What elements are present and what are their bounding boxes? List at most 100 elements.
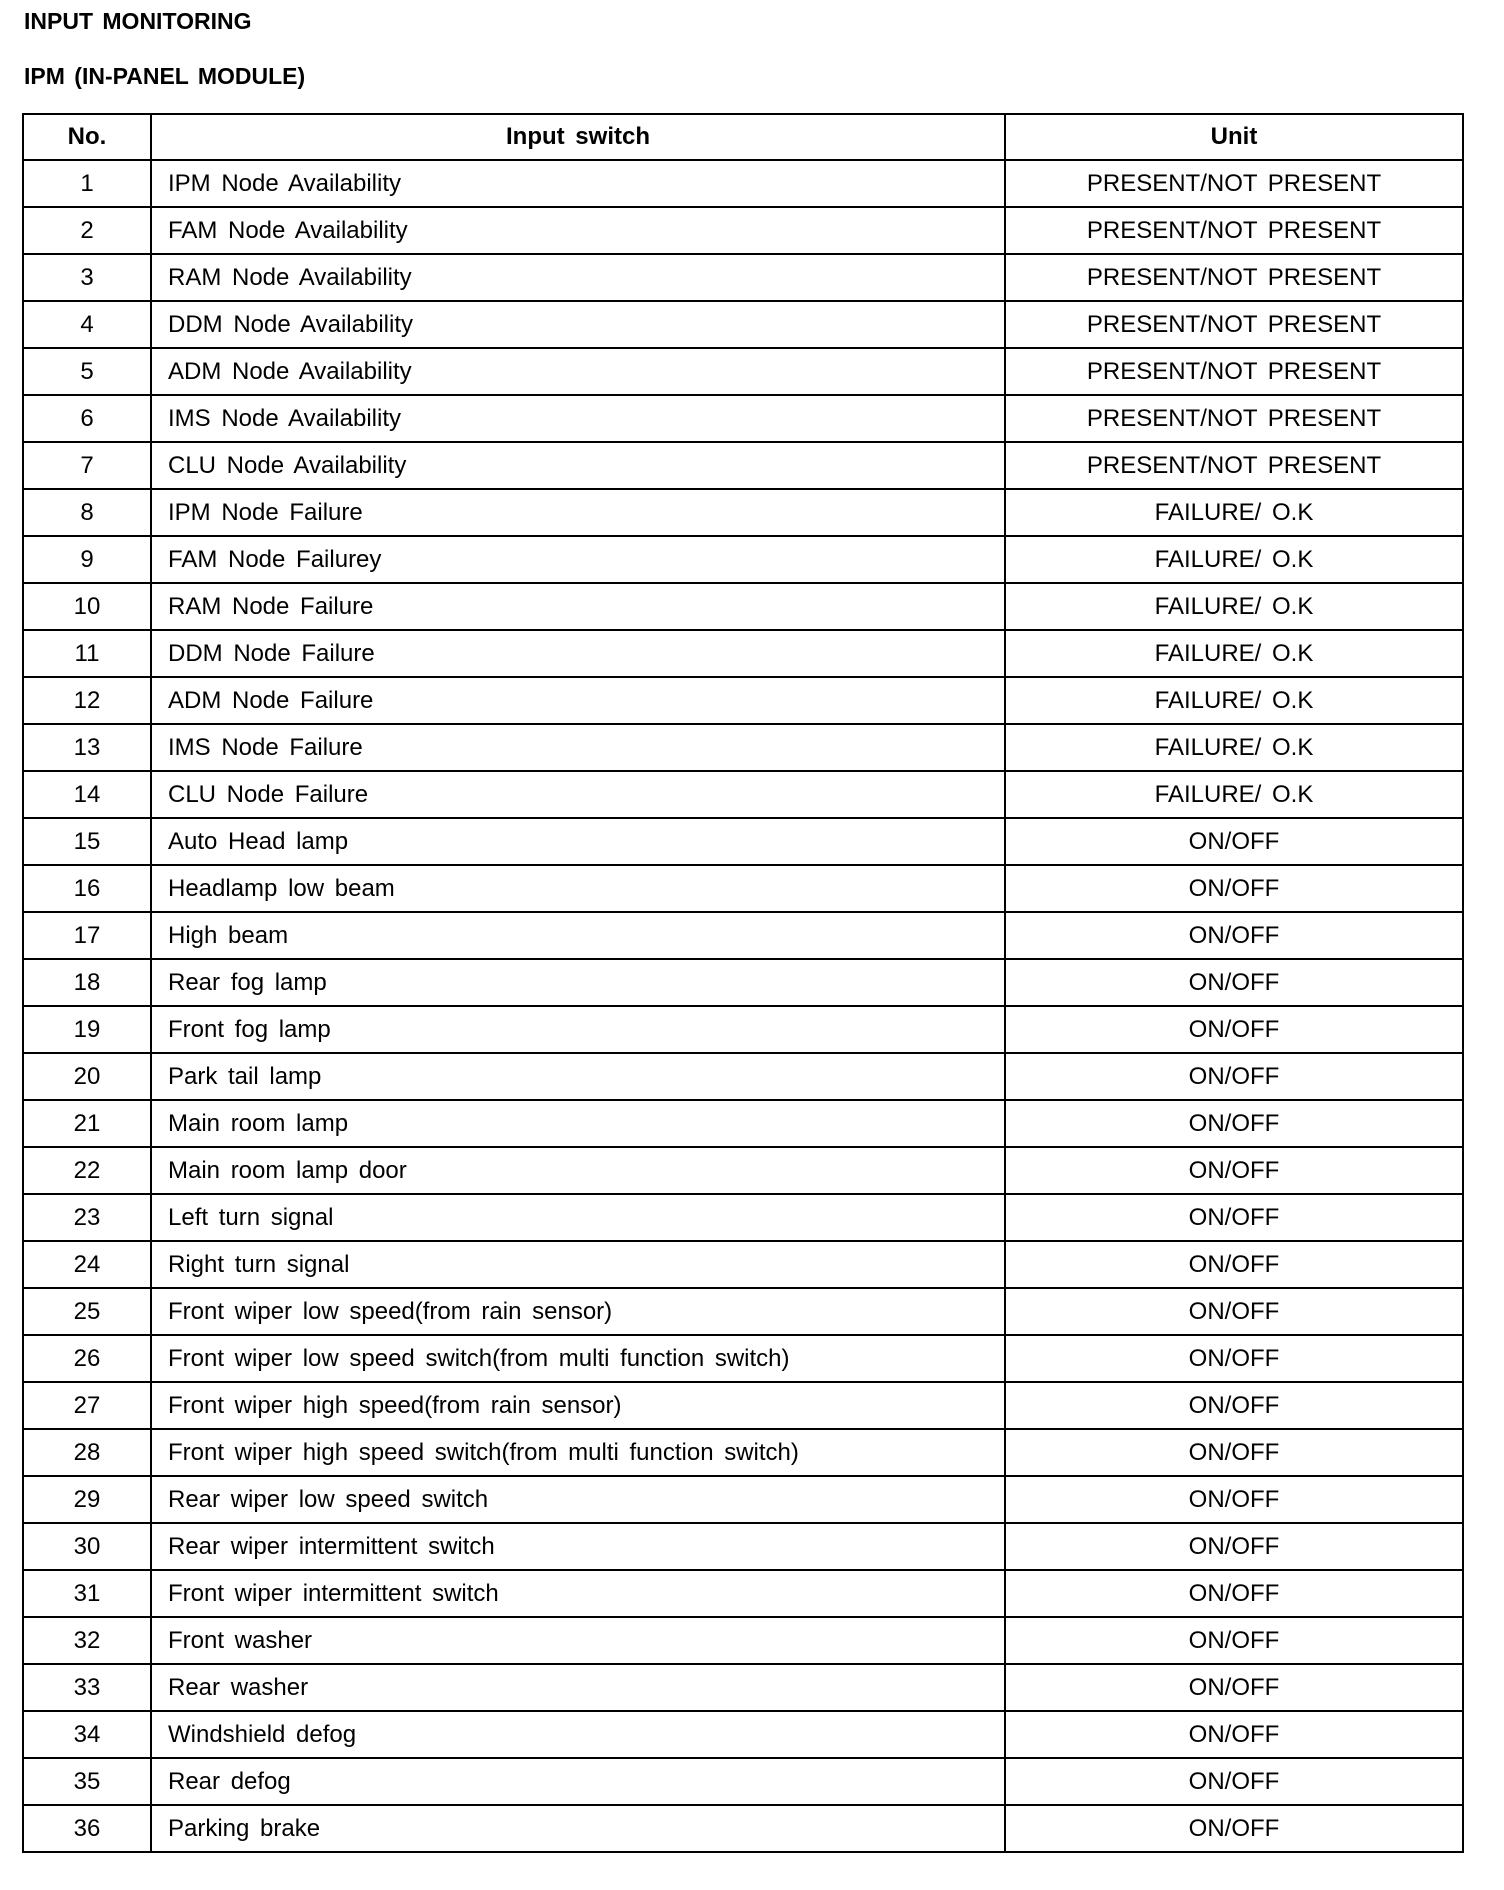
- table-row: 12 ADM Node Failure FAILURE/ O.K: [22, 676, 1464, 725]
- cell-input-switch: Rear defog: [150, 1757, 1006, 1806]
- cell-no: 18: [22, 958, 152, 1007]
- cell-unit: ON/OFF: [1004, 817, 1464, 866]
- cell-input-switch: Rear wiper intermittent switch: [150, 1522, 1006, 1571]
- cell-no: 21: [22, 1099, 152, 1148]
- cell-unit: ON/OFF: [1004, 864, 1464, 913]
- table-row: 24 Right turn signal ON/OFF: [22, 1240, 1464, 1289]
- table-row: 23 Left turn signal ON/OFF: [22, 1193, 1464, 1242]
- cell-unit: ON/OFF: [1004, 1287, 1464, 1336]
- cell-no: 22: [22, 1146, 152, 1195]
- table-row: 3 RAM Node Availability PRESENT/NOT PRESEN…: [22, 253, 1464, 302]
- cell-input-switch: CLU Node Availability: [150, 441, 1006, 490]
- cell-no: 16: [22, 864, 152, 913]
- table-row: 21 Main room lamp ON/OFF: [22, 1099, 1464, 1148]
- table-row: 35 Rear defog ON/OFF: [22, 1757, 1464, 1806]
- table-row: 28 Front wiper high speed switch(from mul…: [22, 1428, 1464, 1477]
- cell-input-switch: DDM Node Availability: [150, 300, 1006, 349]
- cell-no: 1: [22, 159, 152, 208]
- cell-input-switch: Left turn signal: [150, 1193, 1006, 1242]
- cell-unit: ON/OFF: [1004, 1616, 1464, 1665]
- cell-input-switch: RAM Node Availability: [150, 253, 1006, 302]
- cell-input-switch: ADM Node Failure: [150, 676, 1006, 725]
- table-row: 25 Front wiper low speed(from rain sensor…: [22, 1287, 1464, 1336]
- header-input-switch: Input switch: [150, 113, 1006, 161]
- table-row: 32 Front washer ON/OFF: [22, 1616, 1464, 1665]
- table-row: 20 Park tail lamp ON/OFF: [22, 1052, 1464, 1101]
- table-row: 1 IPM Node Availability PRESENT/NOT PRESEN…: [22, 159, 1464, 208]
- cell-input-switch: RAM Node Failure: [150, 582, 1006, 631]
- cell-no: 23: [22, 1193, 152, 1242]
- cell-no: 34: [22, 1710, 152, 1759]
- cell-input-switch: Front wiper low speed switch(from multi …: [150, 1334, 1006, 1383]
- cell-input-switch: Windshield defog: [150, 1710, 1006, 1759]
- cell-no: 4: [22, 300, 152, 349]
- cell-unit: PRESENT/NOT PRESENT: [1004, 347, 1464, 396]
- table-row: 5 ADM Node Availability PRESENT/NOT PRESEN…: [22, 347, 1464, 396]
- table-row: 8 IPM Node Failure FAILURE/ O.K: [22, 488, 1464, 537]
- cell-unit: ON/OFF: [1004, 1428, 1464, 1477]
- cell-input-switch: Front wiper high speed switch(from multi…: [150, 1428, 1006, 1477]
- cell-input-switch: IPM Node Availability: [150, 159, 1006, 208]
- cell-no: 32: [22, 1616, 152, 1665]
- cell-no: 8: [22, 488, 152, 537]
- cell-input-switch: DDM Node Failure: [150, 629, 1006, 678]
- cell-input-switch: Front fog lamp: [150, 1005, 1006, 1054]
- cell-no: 24: [22, 1240, 152, 1289]
- cell-unit: ON/OFF: [1004, 1804, 1464, 1853]
- header-unit: Unit: [1004, 113, 1464, 161]
- table-row: 17 High beam ON/OFF: [22, 911, 1464, 960]
- header-no: No.: [22, 113, 152, 161]
- cell-unit: ON/OFF: [1004, 958, 1464, 1007]
- cell-no: 9: [22, 535, 152, 584]
- table-row: 22 Main room lamp door ON/OFF: [22, 1146, 1464, 1195]
- table-row: 31 Front wiper intermittent switch ON/OFF: [22, 1569, 1464, 1618]
- cell-input-switch: IPM Node Failure: [150, 488, 1006, 537]
- table-row: 26 Front wiper low speed switch(from mult…: [22, 1334, 1464, 1383]
- cell-no: 17: [22, 911, 152, 960]
- table-row: 29 Rear wiper low speed switch ON/OFF: [22, 1475, 1464, 1524]
- cell-unit: FAILURE/ O.K: [1004, 770, 1464, 819]
- cell-unit: PRESENT/NOT PRESENT: [1004, 253, 1464, 302]
- cell-input-switch: Rear fog lamp: [150, 958, 1006, 1007]
- cell-input-switch: Park tail lamp: [150, 1052, 1006, 1101]
- cell-input-switch: Front wiper low speed(from rain sensor): [150, 1287, 1006, 1336]
- cell-no: 12: [22, 676, 152, 725]
- table-header-row: No. Input switch Unit: [22, 113, 1464, 161]
- cell-input-switch: IMS Node Failure: [150, 723, 1006, 772]
- table-row: 16 Headlamp low beam ON/OFF: [22, 864, 1464, 913]
- cell-no: 30: [22, 1522, 152, 1571]
- cell-input-switch: Parking brake: [150, 1804, 1006, 1853]
- cell-no: 28: [22, 1428, 152, 1477]
- cell-input-switch: CLU Node Failure: [150, 770, 1006, 819]
- cell-unit: ON/OFF: [1004, 1569, 1464, 1618]
- cell-input-switch: FAM Node Failurey: [150, 535, 1006, 584]
- cell-no: 15: [22, 817, 152, 866]
- cell-input-switch: Front wiper high speed(from rain sensor): [150, 1381, 1006, 1430]
- cell-unit: ON/OFF: [1004, 1240, 1464, 1289]
- cell-no: 25: [22, 1287, 152, 1336]
- cell-no: 7: [22, 441, 152, 490]
- table-row: 10 RAM Node Failure FAILURE/ O.K: [22, 582, 1464, 631]
- input-monitoring-table: No. Input switch Unit 1 IPM Node Availabi…: [22, 113, 1464, 1853]
- cell-no: 13: [22, 723, 152, 772]
- cell-input-switch: Rear washer: [150, 1663, 1006, 1712]
- cell-input-switch: ADM Node Availability: [150, 347, 1006, 396]
- cell-input-switch: FAM Node Availability: [150, 206, 1006, 255]
- cell-unit: ON/OFF: [1004, 911, 1464, 960]
- cell-unit: ON/OFF: [1004, 1146, 1464, 1195]
- cell-input-switch: Main room lamp door: [150, 1146, 1006, 1195]
- cell-unit: ON/OFF: [1004, 1052, 1464, 1101]
- cell-input-switch: Front washer: [150, 1616, 1006, 1665]
- cell-no: 2: [22, 206, 152, 255]
- cell-unit: PRESENT/NOT PRESENT: [1004, 441, 1464, 490]
- cell-unit: FAILURE/ O.K: [1004, 676, 1464, 725]
- table-row: 11 DDM Node Failure FAILURE/ O.K: [22, 629, 1464, 678]
- table-row: 13 IMS Node Failure FAILURE/ O.K: [22, 723, 1464, 772]
- cell-no: 26: [22, 1334, 152, 1383]
- table-row: 34 Windshield defog ON/OFF: [22, 1710, 1464, 1759]
- table-row: 19 Front fog lamp ON/OFF: [22, 1005, 1464, 1054]
- cell-unit: ON/OFF: [1004, 1663, 1464, 1712]
- cell-unit: PRESENT/NOT PRESENT: [1004, 394, 1464, 443]
- table-row: 18 Rear fog lamp ON/OFF: [22, 958, 1464, 1007]
- cell-input-switch: High beam: [150, 911, 1006, 960]
